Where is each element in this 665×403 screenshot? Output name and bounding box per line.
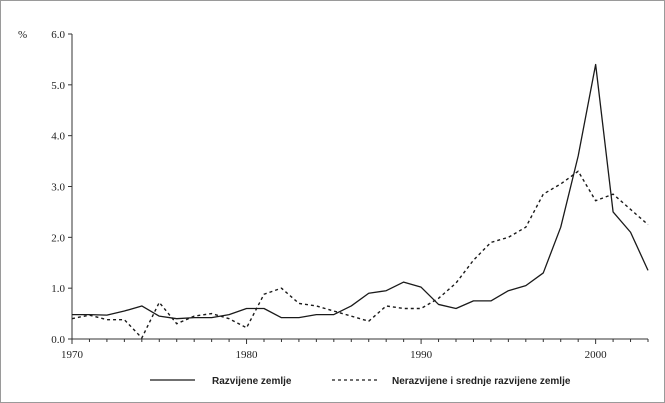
axes: 0.0 1.0 2.0 3.0 4.0 5.0 6.0 1970 1980 1990 2000 [51, 29, 649, 361]
x-tick-label: 1980 [236, 349, 259, 361]
y-tick-label: 0.0 [51, 334, 65, 346]
legend: Razvijene zemlje Nerazvijene i srednje ra… [150, 376, 571, 387]
series-line-1 [72, 63, 649, 320]
legend-label-1: Razvijene zemlje [212, 376, 292, 387]
x-tick-label: 1970 [61, 349, 84, 361]
y-tick-label: 2.0 [51, 232, 65, 244]
y-axis-unit-label: % [18, 29, 27, 41]
y-tick-label: 1.0 [51, 283, 65, 295]
x-tick-label: 2000 [585, 349, 608, 361]
y-tick-label: 5.0 [51, 80, 65, 92]
legend-label-2: Nerazvijene i srednje razvijene zemlje [392, 376, 571, 387]
series-line-2 [71, 170, 649, 339]
y-tick-label: 6.0 [51, 29, 65, 41]
series-layer [71, 63, 649, 339]
y-tick-label: 3.0 [51, 182, 65, 194]
x-tick-label: 1990 [410, 349, 433, 361]
y-tick-label: 4.0 [51, 131, 65, 143]
